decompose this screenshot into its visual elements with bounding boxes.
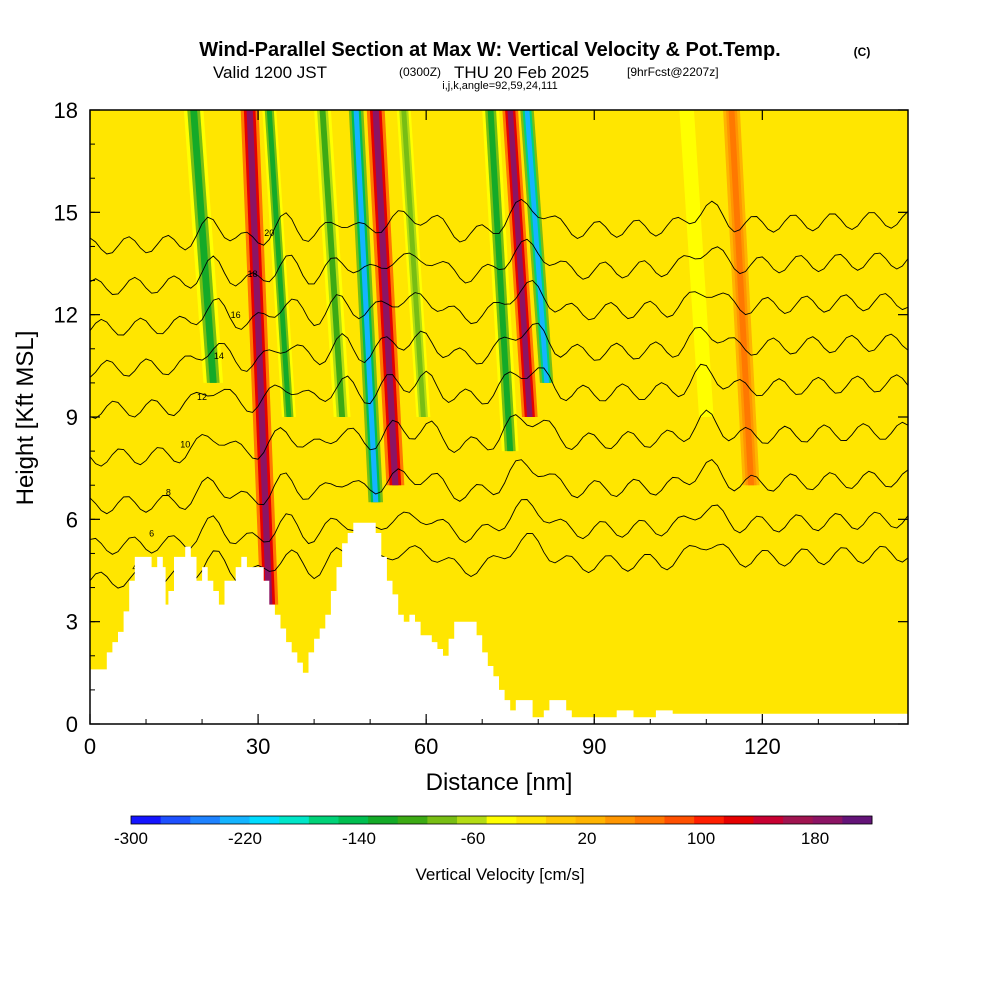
theta-contour-line <box>90 499 908 555</box>
colorbar-tick-label: 100 <box>687 829 715 848</box>
colorbar-swatch <box>219 816 251 824</box>
colorbar-tick-label: -60 <box>461 829 486 848</box>
x-axis-label: Distance [nm] <box>426 769 573 796</box>
y-axis-label: Height [Kft MSL] <box>12 331 39 506</box>
colorbar-swatch <box>427 816 458 824</box>
colorbar-swatch <box>842 816 873 824</box>
colorbar-swatch <box>545 816 577 824</box>
colorbar-swatch <box>783 816 814 824</box>
colorbar-swatch <box>308 816 339 824</box>
colorbar-swatch <box>516 816 547 824</box>
valid-prefix: Valid 1200 JST <box>213 63 327 82</box>
y-axis: 0 3 6 9 12 15 18 <box>54 98 908 737</box>
grid-info: i,j,k,angle=92,59,24,111 <box>442 80 558 92</box>
colorbar-swatch <box>368 816 399 824</box>
contour-label: 6 <box>149 528 154 538</box>
velocity-band <box>372 110 399 486</box>
y-tick-label: 12 <box>54 303 78 328</box>
theta-contour-line <box>90 279 908 336</box>
velocity-band <box>487 110 514 452</box>
velocity-band <box>507 110 533 417</box>
colorbar: -300 -220 -140 -60 20 100 180 <box>114 815 873 848</box>
colorbar-swatch <box>397 816 428 824</box>
velocity-field <box>183 110 760 605</box>
y-tick-label: 6 <box>66 507 78 532</box>
velocity-band <box>246 110 273 605</box>
y-tick-label: 15 <box>54 200 78 225</box>
velocity-band <box>319 110 346 417</box>
theta-contour-line <box>90 238 908 295</box>
colorbar-swatch <box>457 816 488 824</box>
x-tick-label: 0 <box>84 734 96 759</box>
theta-contour-line <box>90 533 908 589</box>
forecast-info: [9hrFcst@2207z] <box>627 65 719 79</box>
colorbar-swatch <box>605 816 636 824</box>
colorbar-swatch <box>575 816 606 824</box>
contour-label: 12 <box>197 392 207 402</box>
colorbar-swatch <box>279 816 310 824</box>
copyright-mark: (C) <box>854 45 871 59</box>
x-tick-label: 60 <box>414 734 438 759</box>
colorbar-frame <box>130 815 873 825</box>
plot-area: 468101214161820 <box>90 110 908 724</box>
y-tick-label: 0 <box>66 712 78 737</box>
colorbar-swatch <box>338 816 369 824</box>
theta-contour-line <box>90 363 908 419</box>
y-tick-label: 18 <box>54 98 78 123</box>
colorbar-tick-label: -220 <box>228 829 262 848</box>
colorbar-tick-label: 180 <box>801 829 829 848</box>
colorbar-swatch <box>723 816 754 824</box>
velocity-band <box>266 110 292 417</box>
theta-contour-line <box>90 459 908 515</box>
theta-contour-line <box>90 198 908 255</box>
colorbar-swatch <box>486 816 517 824</box>
theta-contour-line <box>90 409 908 467</box>
contour-label: 18 <box>247 269 257 279</box>
contour-label: 14 <box>214 351 224 361</box>
colorbar-swatch <box>634 816 666 824</box>
contour-label: 10 <box>180 440 190 450</box>
contour-label: 16 <box>231 310 241 320</box>
x-axis: 0 30 60 90 120 <box>84 110 875 759</box>
theta-contour-line <box>90 322 908 378</box>
velocity-band <box>524 110 549 383</box>
x-tick-label: 30 <box>246 734 270 759</box>
valid-date: THU 20 Feb 2025 <box>454 63 589 82</box>
colorbar-swatch <box>249 816 280 824</box>
velocity-band <box>682 110 711 417</box>
x-tick-label: 90 <box>582 734 606 759</box>
chart-title: Wind-Parallel Section at Max W: Vertical… <box>199 39 780 61</box>
colorbar-swatch <box>131 816 162 824</box>
velocity-band <box>728 110 755 486</box>
terrain <box>90 522 908 724</box>
velocity-band <box>190 110 217 383</box>
colorbar-swatch <box>812 816 843 824</box>
colorbar-swatch <box>160 816 191 824</box>
velocity-band <box>401 110 426 417</box>
valid-time-line: Valid 1200 JST (0300Z) THU 20 Feb 2025 [… <box>213 63 719 82</box>
colorbar-swatch <box>190 816 221 824</box>
contour-label: 20 <box>264 228 274 238</box>
colorbar-swatch <box>694 816 725 824</box>
colorbar-swatch <box>753 816 784 824</box>
colorbar-label: Vertical Velocity [cm/s] <box>415 865 584 884</box>
velocity-band <box>353 110 379 503</box>
x-tick-label: 120 <box>744 734 781 759</box>
colorbar-tick-label: 20 <box>578 829 597 848</box>
y-tick-label: 9 <box>66 405 78 430</box>
colorbar-tick-label: -300 <box>114 829 148 848</box>
valid-utc: (0300Z) <box>399 65 441 79</box>
colorbar-swatch <box>664 816 695 824</box>
y-tick-label: 3 <box>66 610 78 635</box>
contour-label: 8 <box>166 487 171 497</box>
colorbar-tick-label: -140 <box>342 829 376 848</box>
